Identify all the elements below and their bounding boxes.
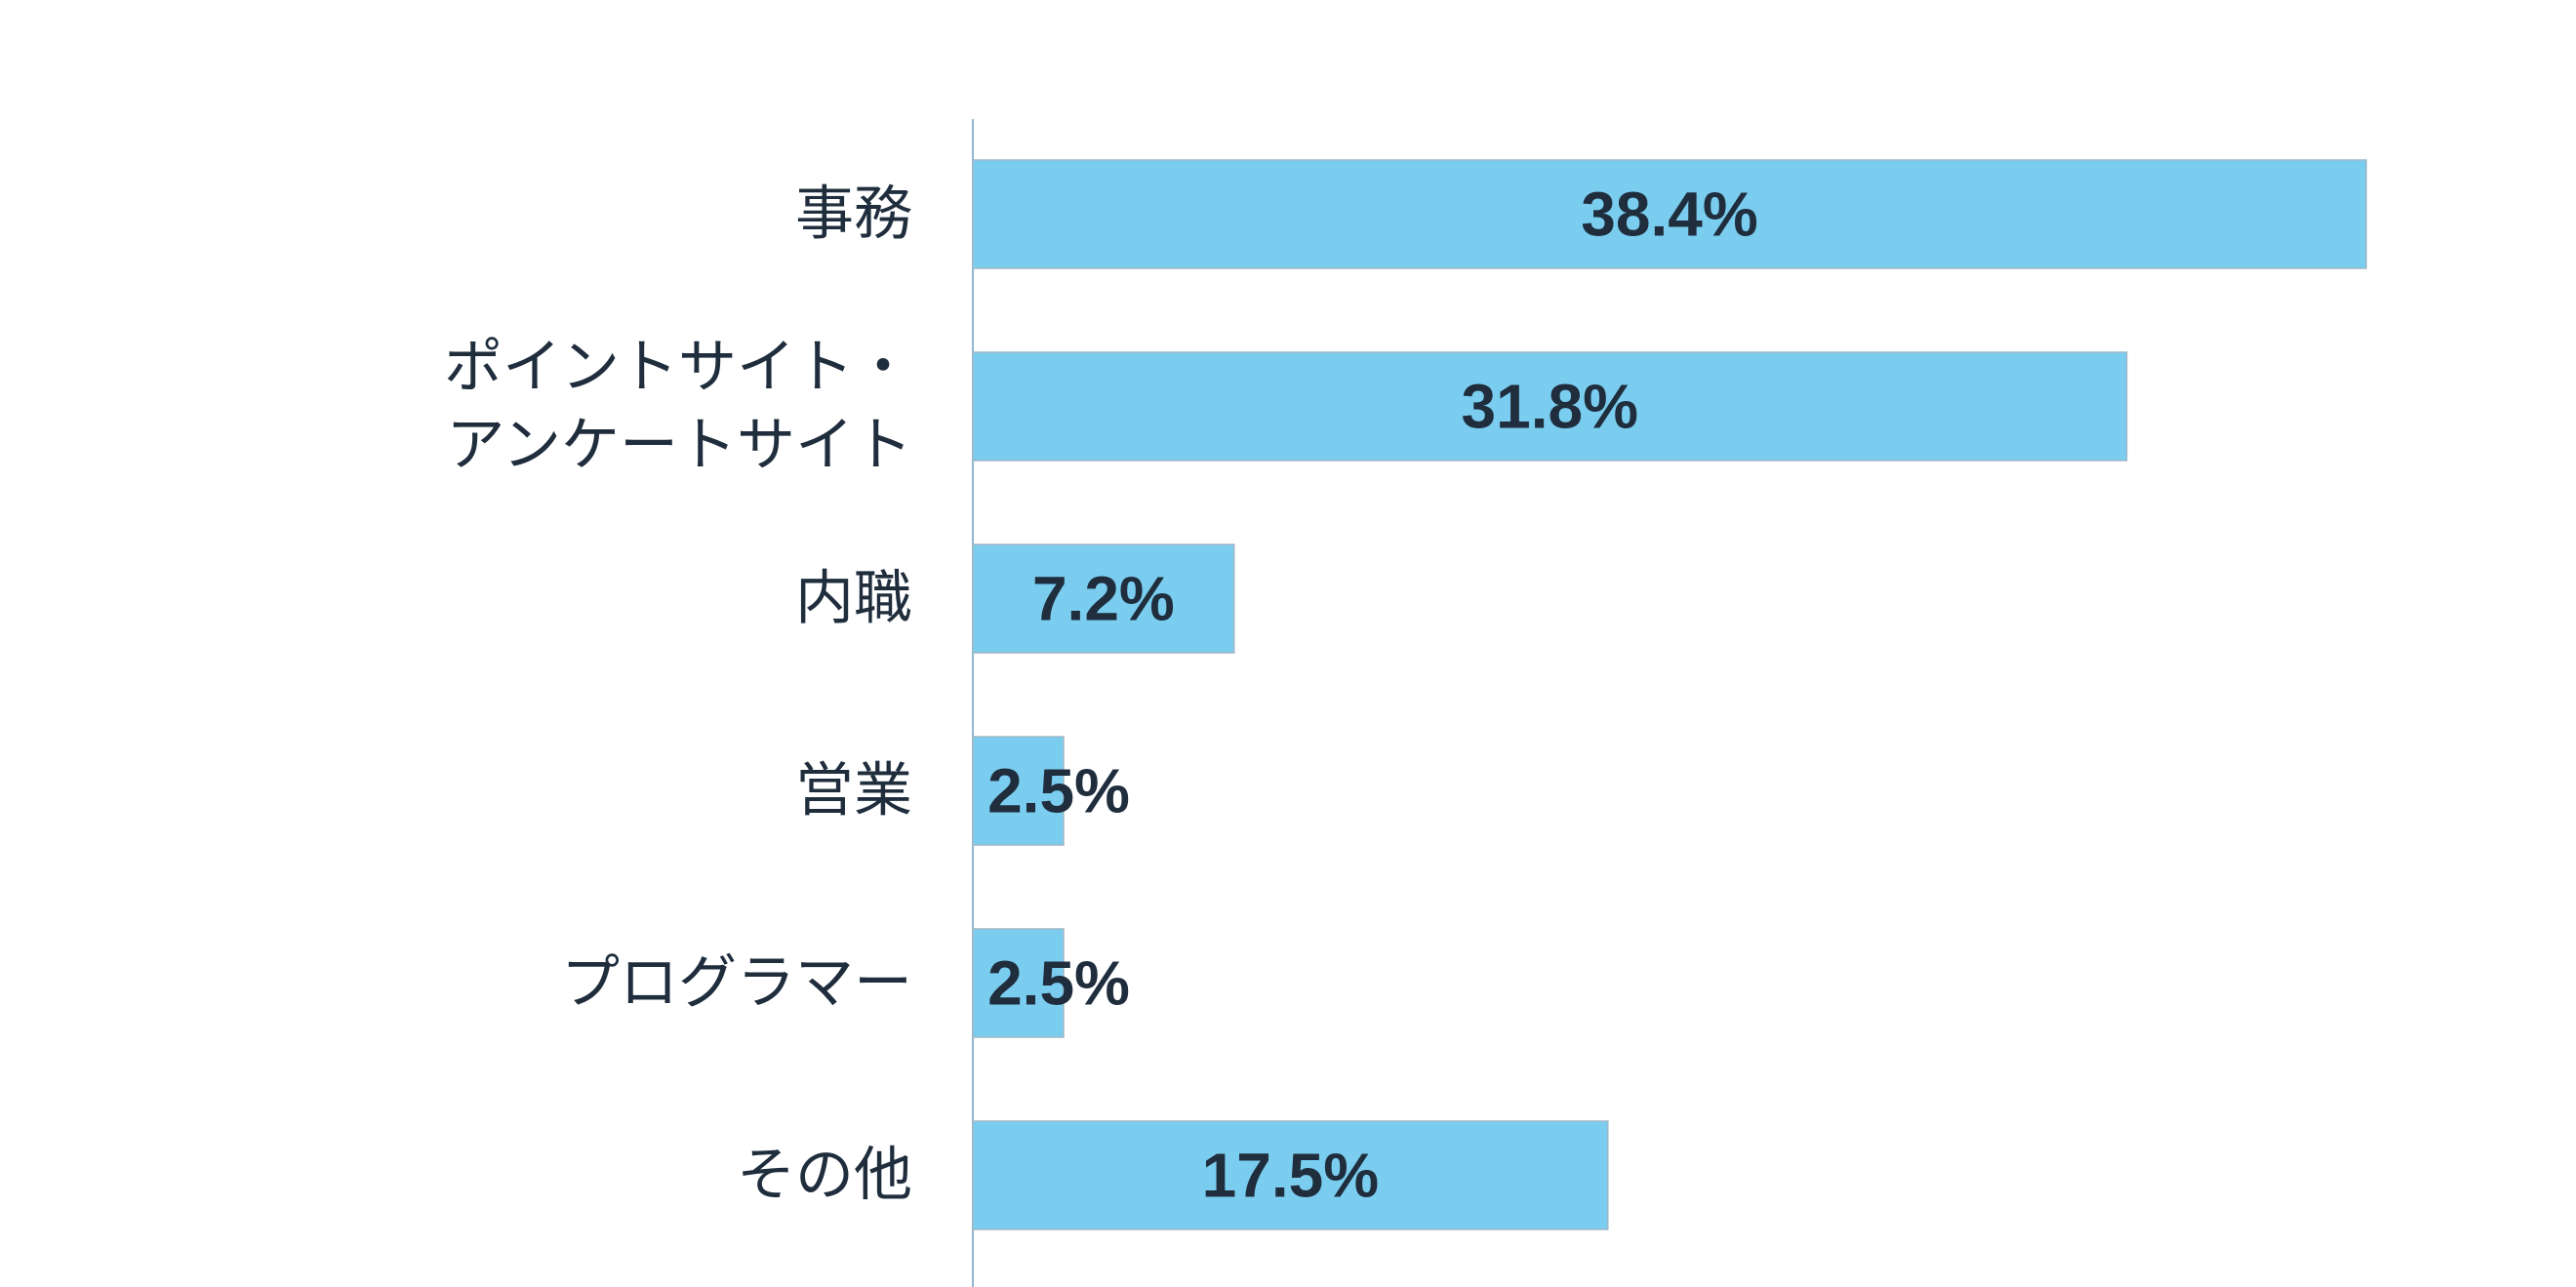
category-label-line: その他 [737, 1142, 912, 1210]
category-label: 事務 [795, 181, 912, 249]
bar-value-label: 38.4% [1581, 180, 1757, 250]
category-label-line: ポイントサイト・ [444, 334, 912, 402]
bar [972, 928, 1065, 1038]
bar [972, 736, 1065, 846]
category-label: プログラマー [561, 949, 912, 1018]
category-label: 内職 [795, 565, 912, 633]
bars-layer [972, 159, 2367, 1230]
category-label-line: 内職 [795, 565, 912, 633]
bar-value-label: 2.5% [987, 756, 1130, 826]
category-label-line: 事務 [795, 181, 912, 249]
category-label: 営業 [795, 757, 912, 825]
bar-value-label: 2.5% [987, 948, 1130, 1019]
bar [972, 1120, 1609, 1230]
category-label-line: 営業 [795, 757, 912, 825]
category-label: その他 [737, 1142, 912, 1210]
bar-value-label: 31.8% [1462, 372, 1638, 442]
labels-layer: 38.4% 事務 31.8% ポイントサイト・アンケートサイト 7.2% 内職 2.5% 営業… [444, 180, 1758, 1211]
category-label: ポイントサイト・アンケートサイト [444, 334, 912, 480]
category-label-line: プログラマー [561, 949, 912, 1018]
bar [972, 351, 2128, 462]
bar [972, 543, 1235, 654]
bar [972, 159, 2367, 269]
bar-value-label: 7.2% [1032, 564, 1175, 634]
bar-value-label: 17.5% [1202, 1141, 1379, 1211]
category-label-line: アンケートサイト [446, 412, 912, 480]
